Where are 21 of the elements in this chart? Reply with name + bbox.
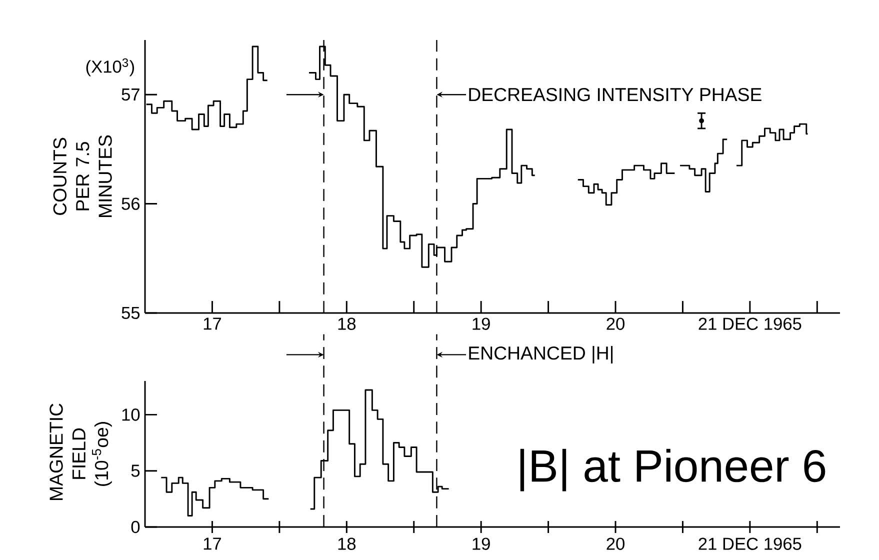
y-tick-label: 57 bbox=[122, 88, 140, 101]
y-tick-label: 56 bbox=[122, 198, 140, 210]
text: (X10$^{3}$) bbox=[86, 58, 134, 76]
ref-line-label: DECREASING INTENSITY PHASE bbox=[469, 88, 762, 102]
x-tick-label: 19 bbox=[472, 318, 490, 330]
x-tick-label: 21 DEC 1965 bbox=[698, 318, 802, 330]
x-tick-label: 20 bbox=[606, 538, 624, 550]
x-tick-label: 21 DEC 1965 bbox=[698, 538, 802, 550]
x-tick-label: 20 bbox=[606, 318, 624, 330]
x-tick-label: 17 bbox=[204, 318, 221, 330]
x-tick-label: 18 bbox=[338, 318, 356, 330]
y-axis-title: COUNTS PER 7.5 MINUTES bbox=[53, 135, 112, 217]
x-tick-label: 17 bbox=[204, 538, 221, 550]
y-tick-label: 55 bbox=[122, 306, 140, 320]
y-tick-label: 0 bbox=[131, 520, 140, 534]
y-tick-label: 10 bbox=[122, 408, 140, 421]
x-tick-label: 19 bbox=[472, 538, 490, 550]
y-tick-label: 5 bbox=[131, 464, 140, 477]
x-tick-label: 18 bbox=[338, 538, 356, 550]
annotation: |B| at Pioneer 6 bbox=[520, 448, 826, 492]
ref-line-label: ENCHANCED |H| bbox=[469, 346, 613, 364]
